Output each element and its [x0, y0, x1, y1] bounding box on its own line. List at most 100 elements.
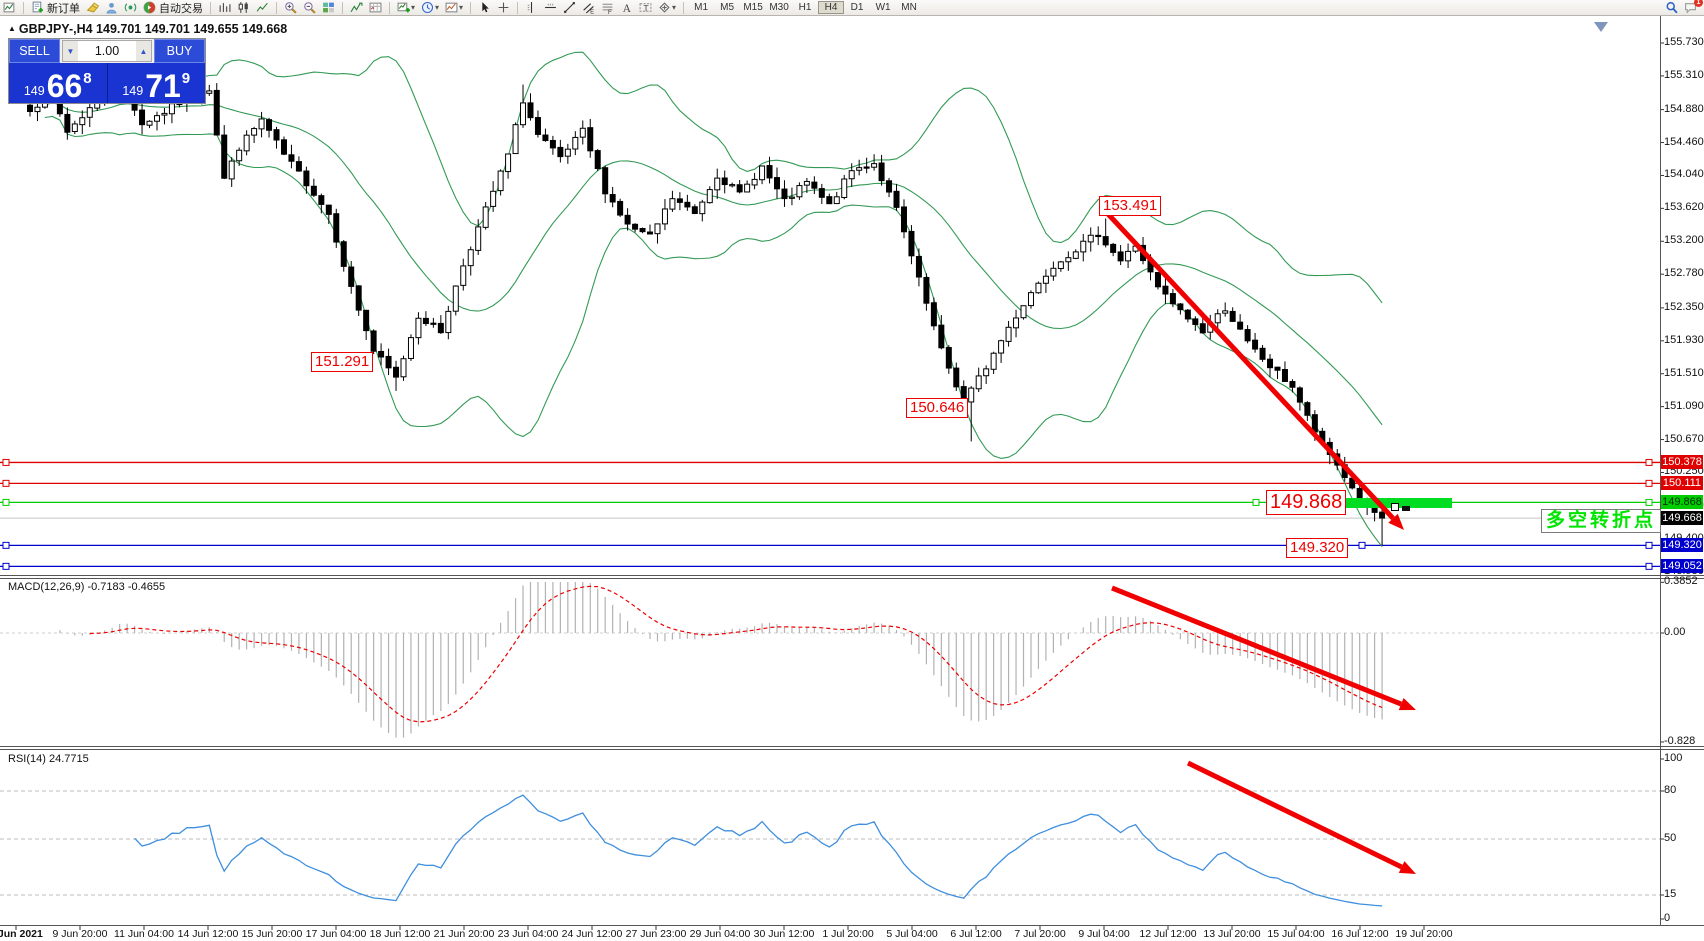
- price-annotation-149.320[interactable]: 149.320: [1286, 538, 1349, 558]
- toolbar-button-template[interactable]: ▾: [443, 1, 465, 15]
- timeframe-button-H1[interactable]: H1: [798, 2, 812, 13]
- chart-shift-marker[interactable]: [1594, 22, 1608, 32]
- toolbar-button-hline[interactable]: [542, 1, 559, 15]
- panel-separator[interactable]: [0, 575, 1704, 576]
- volume-stepper[interactable]: ▼ 1.00 ▲: [62, 40, 152, 62]
- timeframe-button-M5[interactable]: M5: [720, 2, 735, 13]
- price-annotation-150.646[interactable]: 150.646: [906, 398, 969, 418]
- time-axis-label: 8 Jun 2021: [0, 928, 43, 940]
- toolbar-button-profile[interactable]: [103, 1, 120, 15]
- chart-symbol-title: ▲ GBPJPY-,H4 149.701 149.701 149.655 149.…: [8, 22, 287, 36]
- toolbar-button-search[interactable]: [1663, 1, 1680, 15]
- candle: [826, 193, 833, 205]
- toolbar-button-shapes[interactable]: ▾: [656, 1, 678, 15]
- sell-price-big: 66: [46, 68, 83, 104]
- toolbar-button-vline[interactable]: [523, 1, 540, 15]
- toolbar-button-zoom-in[interactable]: [282, 1, 299, 15]
- timeframe-button-M30[interactable]: M30: [769, 2, 789, 13]
- svg-text:E: E: [590, 9, 594, 14]
- toolbar-button-label: 自动交易: [159, 2, 203, 15]
- toolbar-button-new-chart[interactable]: ▾: [395, 1, 417, 15]
- toolbar-button-clock[interactable]: ▾: [419, 1, 441, 15]
- panel-separator[interactable]: [0, 746, 1704, 747]
- toolbar-button-line-chart[interactable]: [254, 1, 271, 15]
- candle: [983, 365, 990, 384]
- volume-value[interactable]: 1.00: [94, 44, 120, 58]
- candle: [340, 239, 347, 272]
- candle: [602, 165, 609, 204]
- toolbar-button-periods[interactable]: [367, 1, 384, 15]
- rsi-line: [134, 794, 1383, 907]
- toolbar-button-chat[interactable]: 1: [1682, 0, 1703, 15]
- dropdown-arrow-icon[interactable]: ▾: [435, 3, 440, 12]
- timeframe-button-H4[interactable]: H4: [818, 1, 845, 14]
- turning-point-note[interactable]: 多空转折点: [1541, 509, 1662, 533]
- toolbar-button-broadcast[interactable]: [122, 1, 139, 15]
- sell-price-tile[interactable]: 149 66 8: [9, 63, 108, 103]
- toolbar-button-new-order[interactable]: 新订单: [29, 1, 82, 15]
- candle: [796, 182, 803, 200]
- toolbar-button-tile-windows[interactable]: [320, 1, 337, 15]
- toolbar-button-channel[interactable]: E: [580, 1, 597, 15]
- toolbar-button-fibonacci[interactable]: F: [599, 1, 616, 15]
- toolbar-button-chart-plus[interactable]: [1, 1, 18, 15]
- candle: [923, 273, 930, 311]
- dropdown-arrow-icon[interactable]: ▾: [459, 3, 464, 12]
- volume-increase-button[interactable]: ▲: [136, 41, 151, 61]
- price-badge-150.378: 150.378: [1661, 455, 1703, 470]
- macd-histogram: [59, 582, 1383, 738]
- panel-separator[interactable]: [0, 749, 1704, 750]
- time-axis-label: 18 Jun 12:00: [369, 928, 431, 940]
- buy-button[interactable]: BUY: [154, 39, 205, 63]
- trend-arrow-rsi[interactable]: [1186, 760, 1416, 874]
- candle: [1035, 281, 1042, 294]
- toolbar-button-candle-chart[interactable]: [235, 1, 252, 15]
- cursor-icon: [482, 2, 489, 13]
- price-annotation-153.491[interactable]: 153.491: [1099, 196, 1162, 216]
- trend-arrow-main[interactable]: [1106, 212, 1404, 530]
- toolbar-button-zoom-out[interactable]: [301, 1, 318, 15]
- timeframe-button-M15[interactable]: M15: [743, 2, 763, 13]
- trend-arrow-macd[interactable]: [1111, 585, 1416, 711]
- timeframe-button-M1[interactable]: M1: [694, 2, 709, 13]
- text-icon: A: [623, 3, 632, 14]
- dropdown-arrow-icon[interactable]: ▾: [672, 3, 677, 12]
- toolbar-button-cursor[interactable]: [476, 1, 493, 15]
- price-annotation-151.291[interactable]: 151.291: [311, 352, 374, 372]
- candle: [1184, 309, 1191, 323]
- candle: [975, 367, 982, 392]
- candle: [318, 193, 325, 214]
- timeframe-button-MN[interactable]: MN: [901, 2, 917, 13]
- price-annotation-149.868[interactable]: 149.868: [1266, 490, 1347, 515]
- panel-collapse-icon[interactable]: ▲: [8, 24, 16, 33]
- candle: [774, 167, 780, 199]
- buy-price-tile[interactable]: 149 71 9: [107, 63, 205, 103]
- timeframe-button-W1[interactable]: W1: [875, 2, 891, 13]
- toolbar-button-crosshair[interactable]: [495, 1, 512, 15]
- candle: [243, 130, 250, 156]
- toolbar-button-text[interactable]: A: [618, 1, 635, 15]
- toolbar-button-bar-chart[interactable]: [216, 1, 233, 15]
- candle: [632, 223, 639, 233]
- panel-separator[interactable]: [0, 578, 1704, 579]
- timeframe-button-D1[interactable]: D1: [850, 2, 864, 13]
- toolbar-button-eraser[interactable]: [84, 1, 101, 15]
- candle: [1057, 260, 1064, 272]
- rsi-label: RSI(14) 24.7715: [8, 753, 89, 765]
- candle: [288, 144, 295, 169]
- time-axis-border: [0, 925, 1704, 926]
- toolbar-button-autotrade[interactable]: 自动交易: [141, 1, 205, 15]
- sell-button[interactable]: SELL: [9, 39, 60, 63]
- candle: [908, 225, 915, 265]
- toolbar-button-indicators[interactable]: [348, 1, 365, 15]
- candle: [1020, 305, 1027, 320]
- candle: [1087, 227, 1094, 252]
- toolbar-button-label[interactable]: T: [637, 1, 654, 15]
- volume-decrease-button[interactable]: ▼: [63, 41, 78, 61]
- dropdown-arrow-icon[interactable]: ▾: [411, 3, 416, 12]
- vline-icon: [527, 2, 533, 13]
- axis-ticks: [15, 42, 1664, 930]
- candle: [221, 125, 228, 180]
- toolbar-button-trendline[interactable]: [561, 1, 578, 15]
